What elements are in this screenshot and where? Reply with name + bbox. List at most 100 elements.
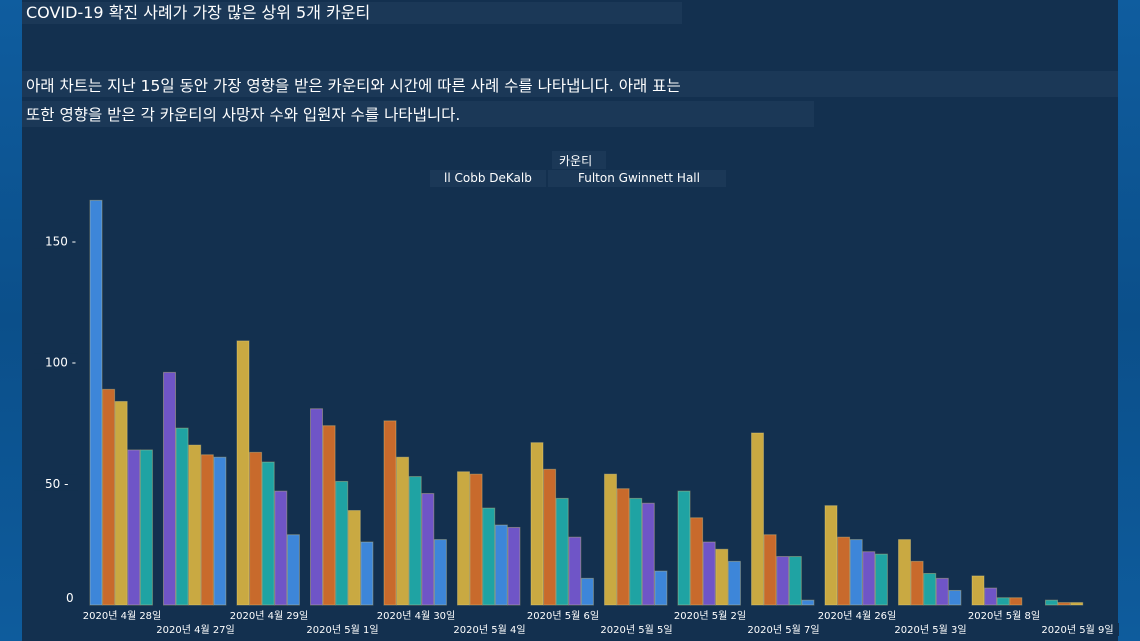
chart-bar[interactable] xyxy=(776,556,790,606)
chart-bar[interactable] xyxy=(702,541,716,606)
chart-bar[interactable] xyxy=(188,444,202,606)
chart-bar[interactable] xyxy=(469,473,483,606)
title-background xyxy=(22,2,682,24)
y-tick-label: 100 - xyxy=(45,356,76,370)
chart-bar[interactable] xyxy=(163,371,176,606)
x-tick-background xyxy=(77,609,167,622)
chart-bar[interactable] xyxy=(236,340,250,606)
x-tick-label: 2020년 5월 9일 xyxy=(1041,624,1113,636)
chart-bar[interactable] xyxy=(1070,602,1084,606)
description-background-1 xyxy=(22,71,1118,97)
chart-bar[interactable] xyxy=(127,449,141,606)
x-tick-label: 2020년 4월 26일 xyxy=(818,610,897,622)
chart-bar[interactable] xyxy=(433,539,447,606)
chart-bar[interactable] xyxy=(200,454,214,606)
chart-bar[interactable] xyxy=(89,199,103,606)
chart-bar[interactable] xyxy=(114,400,128,606)
chart-bar[interactable] xyxy=(213,456,227,606)
chart-bar[interactable] xyxy=(335,480,349,606)
chart-bar[interactable] xyxy=(690,517,704,606)
chart-bar[interactable] xyxy=(935,577,949,606)
chart-bar[interactable] xyxy=(751,432,764,606)
y-tick-background xyxy=(34,474,78,491)
x-tick-background xyxy=(150,623,241,636)
legend-background-b xyxy=(548,170,726,187)
chart-bar[interactable] xyxy=(910,560,924,606)
legend-entries-a[interactable]: ll Cobb DeKalb xyxy=(444,171,532,185)
chart-bar[interactable] xyxy=(923,573,937,606)
y-tick-label: 50 - xyxy=(45,477,68,491)
chart-bar[interactable] xyxy=(801,599,815,606)
chart-bar[interactable] xyxy=(261,461,275,606)
chart-bar[interactable] xyxy=(310,408,323,606)
chart-bar[interactable] xyxy=(984,587,998,606)
chart-bar[interactable] xyxy=(396,456,410,606)
chart-bar[interactable] xyxy=(102,388,116,606)
chart-bar[interactable] xyxy=(715,548,729,606)
chart-bar[interactable] xyxy=(824,505,838,606)
chart-bar[interactable] xyxy=(1057,602,1071,606)
chart-bar[interactable] xyxy=(175,427,189,606)
chart-bar[interactable] xyxy=(383,420,397,606)
chart-bar[interactable] xyxy=(971,575,985,606)
chart-bar[interactable] xyxy=(494,524,508,606)
x-tick-background xyxy=(1036,623,1119,636)
chart-bar[interactable] xyxy=(507,526,521,606)
chart-bar[interactable] xyxy=(641,502,655,606)
chart-bar[interactable] xyxy=(1045,599,1058,606)
chart-bar[interactable] xyxy=(580,577,594,606)
description-line-2: 또한 영향을 받은 각 카운티의 사망자 수와 입원자 수를 나타냅니다. xyxy=(26,106,461,124)
x-tick-background xyxy=(224,609,314,622)
chart-bar[interactable] xyxy=(482,507,496,606)
chart-bar[interactable] xyxy=(360,541,374,606)
chart-bar[interactable] xyxy=(654,570,668,606)
chart-bar[interactable] xyxy=(837,536,851,606)
chart-bar[interactable] xyxy=(996,597,1010,606)
chart-bar[interactable] xyxy=(616,488,630,606)
chart-bar[interactable] xyxy=(788,556,802,606)
chart-bar[interactable] xyxy=(457,471,470,606)
chart-bar[interactable] xyxy=(555,497,569,606)
chart-bar[interactable] xyxy=(849,539,863,606)
chart-bar[interactable] xyxy=(677,490,691,606)
y-tick-label: 0 xyxy=(66,591,74,605)
chart-bar[interactable] xyxy=(604,473,617,606)
x-tick-label: 2020년 5월 2일 xyxy=(674,610,746,622)
chart-bar[interactable] xyxy=(874,553,888,606)
chart-bar[interactable] xyxy=(286,534,300,606)
chart-bar[interactable] xyxy=(948,589,962,606)
chart-bar[interactable] xyxy=(543,468,557,606)
x-tick-label: 2020년 5월 4일 xyxy=(453,624,525,636)
x-tick-background xyxy=(448,623,531,636)
chart-bar[interactable] xyxy=(322,425,336,606)
x-tick-background xyxy=(521,609,605,622)
y-tick-background xyxy=(34,589,78,605)
x-tick-background xyxy=(301,623,384,636)
chart-bar[interactable] xyxy=(408,476,422,606)
legend-title-background xyxy=(552,151,606,169)
chart-bar[interactable] xyxy=(629,497,643,606)
legend-background-a xyxy=(430,170,546,187)
chart-bar[interactable] xyxy=(249,451,263,606)
chart-bar[interactable] xyxy=(898,539,911,606)
chart-bar[interactable] xyxy=(862,551,876,606)
chart-bar[interactable] xyxy=(421,493,435,606)
chart-bar[interactable] xyxy=(727,560,741,606)
x-tick-label: 2020년 4월 28일 xyxy=(83,610,162,622)
x-tick-background xyxy=(371,609,461,622)
legend-entries-b[interactable]: Fulton Gwinnett Hall xyxy=(578,171,700,185)
chart-bar[interactable] xyxy=(568,536,582,606)
right-edge-decoration xyxy=(1118,0,1140,641)
chart-bar[interactable] xyxy=(763,534,777,606)
chart-bar[interactable] xyxy=(530,442,544,606)
chart-bar[interactable] xyxy=(139,449,153,606)
y-tick-background xyxy=(34,353,78,370)
x-tick-background xyxy=(742,623,825,636)
chart-bar[interactable] xyxy=(347,510,361,606)
legend-title: 카운티 xyxy=(559,154,593,168)
x-tick-background xyxy=(595,623,678,636)
x-tick-background xyxy=(962,609,1046,622)
chart-bar[interactable] xyxy=(1009,597,1023,606)
page-title: COVID-19 확진 사례가 가장 많은 상위 5개 카운티 xyxy=(26,3,371,22)
chart-bar[interactable] xyxy=(274,490,288,606)
